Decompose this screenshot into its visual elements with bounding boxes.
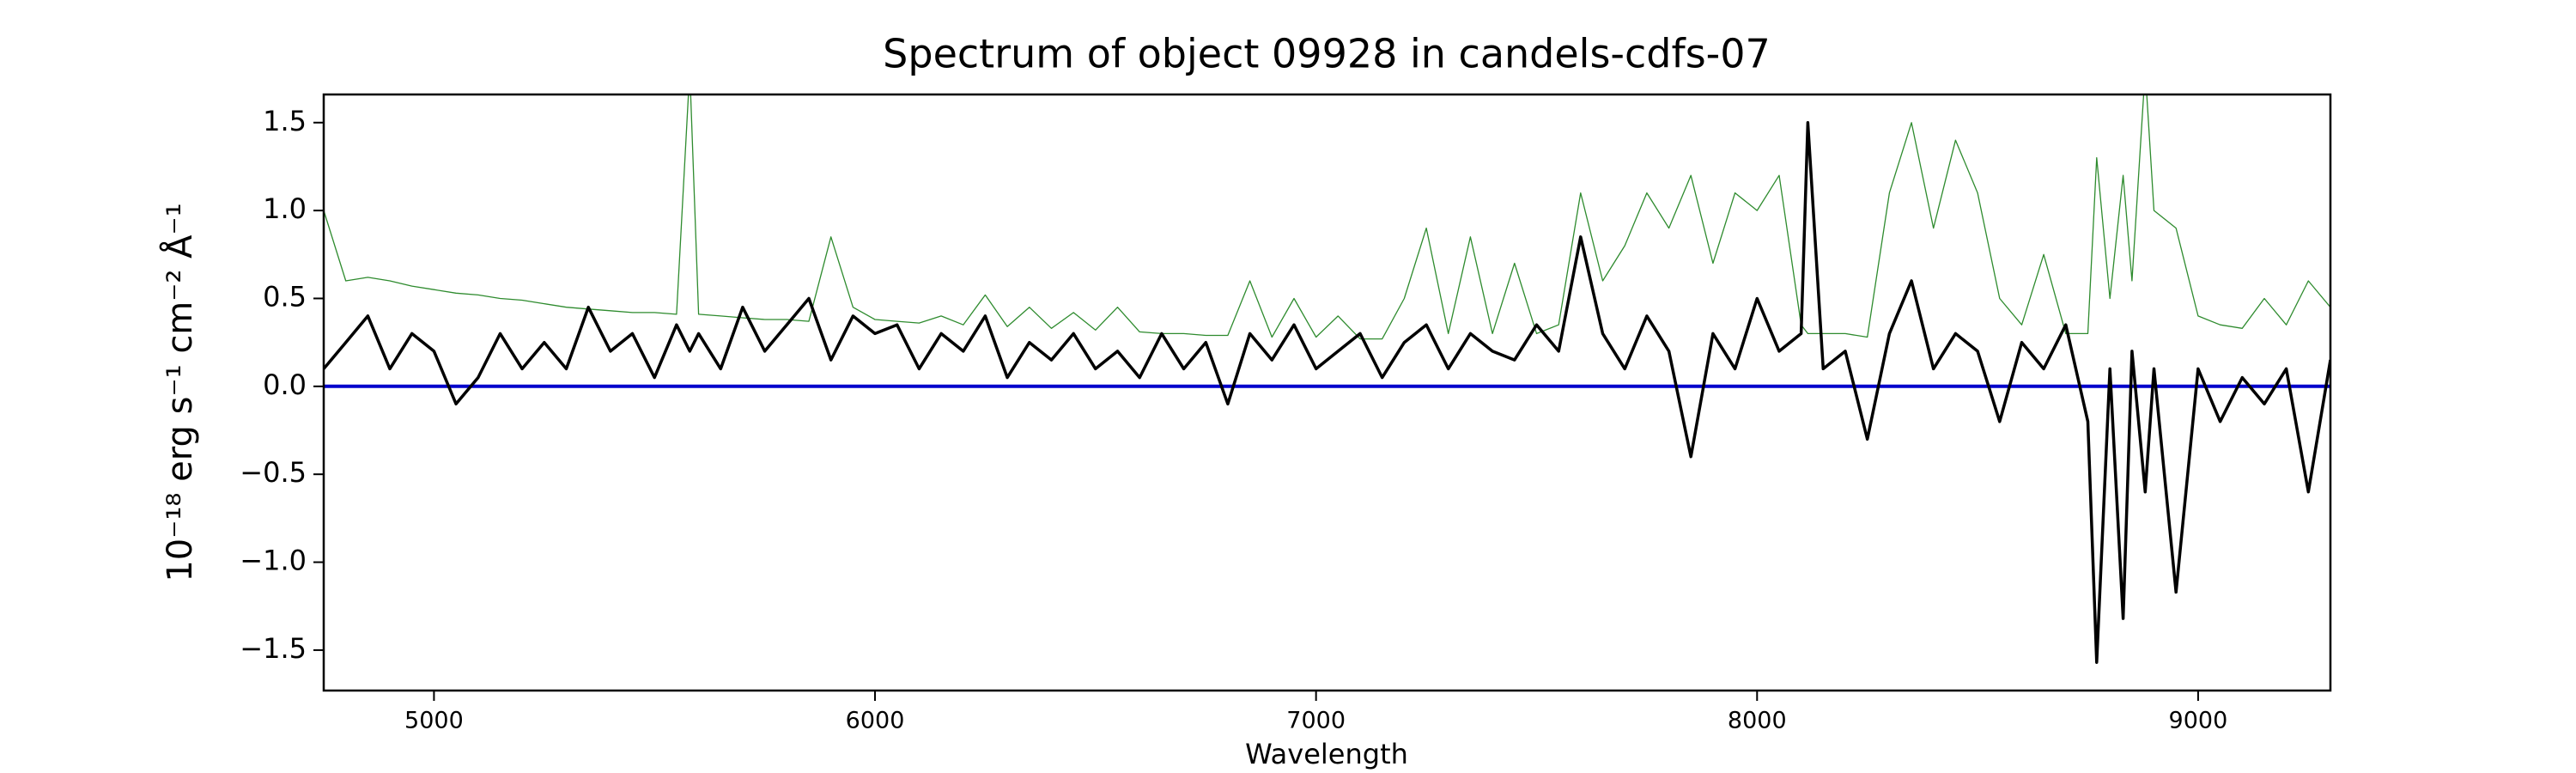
y-tick-label: 1.0 bbox=[263, 192, 307, 225]
x-tick-label: 8000 bbox=[1728, 708, 1787, 734]
spectrum-line bbox=[324, 94, 2330, 340]
x-tick-label: 9000 bbox=[2169, 708, 2228, 734]
x-tick-label: 5000 bbox=[404, 708, 464, 734]
plot-frame bbox=[322, 93, 2332, 692]
x-axis-label: Wavelength bbox=[1245, 738, 1408, 770]
spectrum-line bbox=[324, 121, 2330, 664]
x-tick-label: 6000 bbox=[846, 708, 905, 734]
y-tick-label: 0.5 bbox=[263, 280, 307, 313]
x-tick-label: 7000 bbox=[1286, 708, 1346, 734]
chart-title: Spectrum of object 09928 in candels-cdfs… bbox=[883, 31, 1771, 77]
plot-lines bbox=[324, 94, 2330, 664]
y-tick-label: 0.0 bbox=[263, 368, 307, 401]
y-tick-label: −0.5 bbox=[240, 456, 307, 489]
y-tick-label: −1.5 bbox=[240, 632, 307, 665]
y-tick-label: −1.0 bbox=[240, 545, 307, 577]
y-tick-label: 1.5 bbox=[263, 105, 307, 137]
y-axis-label: 10⁻¹⁸ erg s⁻¹ cm⁻² Å⁻¹ bbox=[159, 203, 200, 581]
